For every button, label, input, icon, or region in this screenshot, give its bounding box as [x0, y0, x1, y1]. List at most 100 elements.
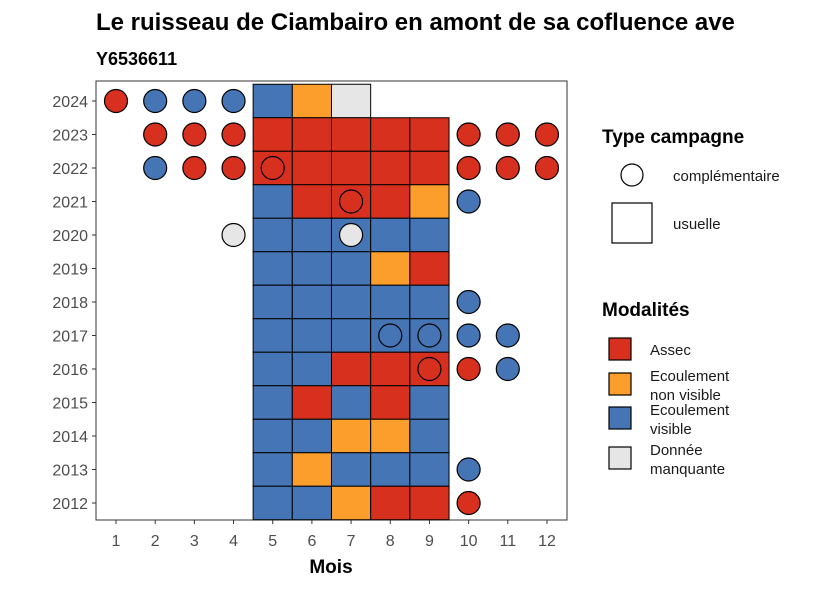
point-2018-m10	[456, 289, 481, 315]
tile-2021-m8	[370, 184, 411, 219]
tile-2023-m8	[370, 117, 411, 152]
tile-2014-m8	[370, 418, 411, 454]
legend-label: Ecoulement	[650, 402, 730, 419]
tile-2012-m6	[291, 485, 332, 521]
tile-2019-m9	[409, 251, 450, 286]
tile-2018-m6	[291, 284, 332, 320]
legend-key-N	[608, 372, 632, 396]
y-tick-label: 2019	[52, 262, 88, 279]
chart-subtitle: Y6536611	[96, 49, 177, 69]
y-tick-label: 2012	[52, 496, 88, 513]
tile-2019-m7	[330, 251, 372, 286]
tile-2015-m5	[252, 385, 293, 420]
tile-2016-m7	[330, 351, 372, 387]
y-tick-label: 2021	[52, 195, 88, 212]
legend-key-A	[608, 337, 632, 361]
tile-2019-m5	[252, 251, 293, 286]
tile-2013-m7	[330, 452, 372, 487]
point-2017-m8	[378, 323, 403, 348]
tile-2016-m8	[370, 351, 411, 387]
tile-2017-m7	[330, 318, 372, 353]
point-2017-m10	[456, 323, 481, 348]
tile-2022-m6	[291, 150, 332, 186]
tile-2015-m9	[409, 385, 450, 420]
x-tick-label: 10	[460, 533, 478, 550]
point-2022-m10	[456, 155, 481, 181]
x-tick-label: 1	[112, 533, 121, 550]
y-axis: 2024 2023 2022 2021 2020 2019 2018 2017 2016 2015…	[52, 94, 96, 513]
legend-campaign-label: complémentaire	[673, 168, 780, 185]
tile-2020-m5	[252, 217, 293, 253]
tile-2015-m7	[330, 385, 372, 420]
y-tick-label: 2024	[52, 94, 88, 111]
tile-2022-m8	[370, 150, 411, 186]
y-tick-label: 2020	[52, 228, 88, 245]
tile-2018-m9	[409, 284, 450, 320]
tile-2023-m9	[409, 117, 450, 152]
legend-campaign-title: Type campagne	[602, 127, 744, 148]
point-2016-m10	[456, 356, 481, 382]
point-2023-m4	[221, 122, 246, 147]
legend-campaign-label: usuelle	[673, 216, 721, 233]
point-2012-m10	[456, 490, 481, 516]
point-2023-m12	[534, 122, 560, 147]
x-tick-label: 6	[307, 533, 316, 550]
point-2022-m11	[495, 155, 520, 181]
tile-2023-m5	[252, 117, 293, 152]
x-axis-title: Mois	[309, 557, 352, 578]
x-tick-label: 7	[347, 533, 356, 550]
legend-label: manquante	[650, 461, 725, 478]
point-2021-m7	[338, 189, 364, 214]
point-2016-m11	[495, 356, 520, 382]
legend-label: non visible	[650, 387, 721, 404]
y-tick-label: 2016	[52, 362, 88, 379]
x-tick-label: 3	[190, 533, 199, 550]
tile-2021-m6	[291, 184, 332, 219]
point-2024-m3	[182, 88, 207, 114]
x-tick-label: 2	[151, 533, 160, 550]
point-2022-m2	[143, 155, 168, 181]
tile-2022-m7	[330, 150, 372, 186]
x-tick-label: 9	[425, 533, 434, 550]
usuelle-tiles	[252, 83, 450, 521]
tile-2018-m7	[330, 284, 372, 320]
point-2023-m10	[456, 122, 481, 147]
tile-2014-m7	[330, 418, 372, 454]
point-2022-m3	[182, 155, 207, 181]
point-2021-m10	[456, 189, 481, 214]
legend-label: Assec	[650, 342, 691, 359]
x-tick-label: 4	[229, 533, 238, 550]
point-2022-m5	[260, 155, 285, 181]
y-tick-label: 2015	[52, 396, 88, 413]
tile-2024-m7	[330, 83, 372, 119]
y-tick-label: 2018	[52, 295, 88, 312]
tile-2015-m6	[291, 385, 332, 420]
legend-modalites-title: Modalités	[602, 300, 690, 321]
x-tick-label: 5	[268, 533, 277, 550]
tile-2024-m6	[291, 83, 332, 119]
tile-2014-m9	[409, 418, 450, 454]
tile-2013-m5	[252, 452, 293, 487]
point-2017-m11	[495, 323, 520, 348]
tile-2020-m9	[409, 217, 450, 253]
tile-2020-m6	[291, 217, 332, 253]
x-tick-label: 12	[538, 533, 556, 550]
tile-2019-m8	[370, 251, 411, 286]
point-2020-m7	[338, 222, 364, 248]
tile-2019-m6	[291, 251, 332, 286]
x-axis: 1 2 3 4 5 6 7 8 9 10 11 12	[112, 520, 556, 550]
y-tick-label: 2017	[52, 329, 88, 346]
tile-2013-m9	[409, 452, 450, 487]
tile-2021-m5	[252, 184, 293, 219]
legend-circle-key	[620, 163, 644, 187]
legend-key-M	[608, 446, 632, 470]
legend-key-V	[608, 406, 632, 430]
tile-2017-m6	[291, 318, 332, 353]
legend-label: visible	[650, 421, 692, 438]
legend-label: Donnée	[650, 442, 703, 459]
point-2023-m11	[495, 122, 520, 147]
y-tick-label: 2023	[52, 128, 88, 145]
y-tick-label: 2013	[52, 463, 88, 480]
